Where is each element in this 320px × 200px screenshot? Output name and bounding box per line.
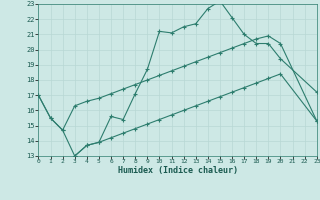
X-axis label: Humidex (Indice chaleur): Humidex (Indice chaleur)	[118, 166, 238, 175]
